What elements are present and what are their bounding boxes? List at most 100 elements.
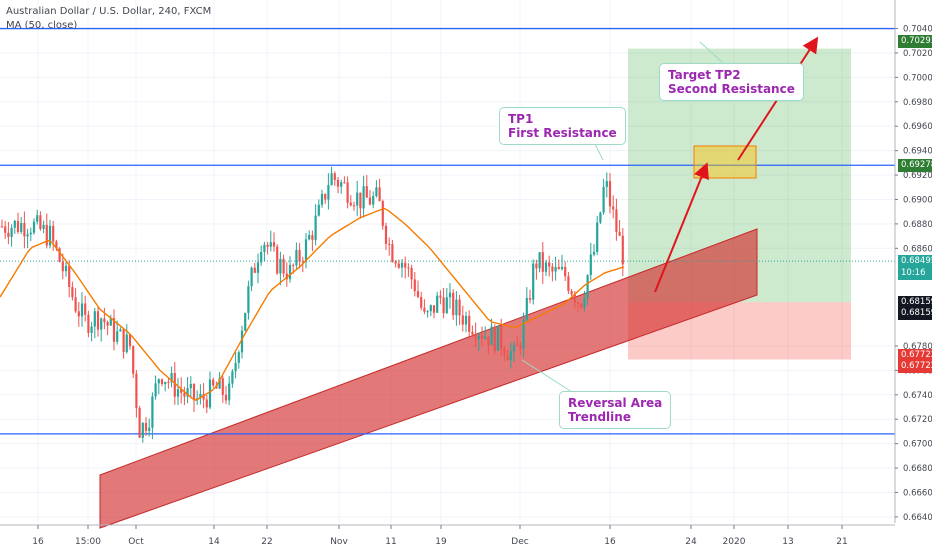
candle-body <box>304 239 308 262</box>
candle-body <box>340 182 343 187</box>
candle-body <box>234 362 237 372</box>
candle-body <box>218 378 221 389</box>
candle-body <box>189 384 192 389</box>
candle-body <box>208 379 212 408</box>
candle-body <box>320 193 324 205</box>
candle-body <box>349 202 352 206</box>
time-tick-label: 14 <box>208 537 220 547</box>
candle-body <box>212 379 215 386</box>
time-tick-label: 13 <box>782 537 793 547</box>
candle-body <box>384 225 388 244</box>
time-tick-label: 15:00 <box>75 537 101 547</box>
candle-body <box>602 186 605 213</box>
target-box[interactable] <box>693 145 757 179</box>
indicator-label[interactable]: MA (50, close) <box>6 20 78 31</box>
annotation-tp2[interactable]: Target TP2 Second Resistance <box>659 63 804 101</box>
candle-body <box>256 262 260 273</box>
candle-body <box>192 384 196 401</box>
candle-body <box>455 299 458 316</box>
candle-body <box>52 225 55 242</box>
candle-body <box>368 197 372 205</box>
candle-body <box>506 355 509 361</box>
candle-body <box>279 258 282 274</box>
candle-body <box>589 254 592 276</box>
candle-body <box>176 389 180 397</box>
candle-body <box>503 348 506 356</box>
candle-body <box>362 186 365 209</box>
arrow-up-1[interactable] <box>654 162 709 293</box>
candle-body <box>164 382 167 385</box>
candle-body <box>548 262 551 267</box>
candle-body <box>240 330 244 353</box>
candle-body <box>359 192 362 209</box>
annotation-tp1-line1: TP1 <box>508 112 534 126</box>
drawings[interactable] <box>521 36 819 393</box>
candle-body <box>45 224 48 246</box>
candle-body <box>490 326 493 345</box>
candle-body <box>144 422 148 431</box>
candle-body <box>592 251 596 255</box>
ma-line <box>0 207 625 402</box>
candle-body <box>68 265 71 288</box>
candle-body <box>311 235 314 240</box>
candle-body <box>445 297 448 314</box>
trendline-channel[interactable] <box>99 228 758 529</box>
candle-body <box>29 232 32 235</box>
candle-body <box>154 383 157 397</box>
time-tick-label: 2020 <box>723 537 746 547</box>
candle-body <box>519 345 522 349</box>
candle-body <box>541 252 544 272</box>
candle-body <box>352 205 356 207</box>
annotation-tp1[interactable]: TP1 First Resistance <box>499 107 626 145</box>
candle-body <box>586 275 589 299</box>
candle-body <box>84 303 87 315</box>
candle-body <box>420 296 423 308</box>
time-tick-label: 11 <box>385 537 396 547</box>
time-tick-label: 19 <box>435 537 447 547</box>
candle-body <box>167 382 170 384</box>
candle-body <box>615 209 618 232</box>
candle-body <box>282 258 285 274</box>
candle-body <box>122 329 125 352</box>
candle-body <box>141 422 144 438</box>
annotation-reversal[interactable]: Reversal Area Trendline <box>559 391 672 429</box>
candle-body <box>253 267 256 273</box>
candle-body <box>458 299 461 316</box>
annotation-reversal-line1: Reversal Area <box>568 396 663 410</box>
candle-body <box>484 336 487 339</box>
candle-body <box>16 220 20 232</box>
candle-body <box>250 267 253 287</box>
candle-body <box>576 302 580 304</box>
candle-body <box>90 326 93 333</box>
time-tick-label: 16 <box>604 537 616 547</box>
candle-body <box>330 173 333 186</box>
candle-body <box>314 215 317 240</box>
candle-body <box>612 206 615 210</box>
candle-body <box>471 331 474 335</box>
candle-body <box>148 427 151 431</box>
candle-body <box>160 379 164 385</box>
candle-body <box>55 241 58 249</box>
candle-body <box>442 297 445 314</box>
candle-body <box>599 212 602 223</box>
candle-body <box>132 346 135 374</box>
price-tag: 0.68159 <box>898 306 932 320</box>
symbol-title: Australian Dollar / U.S. Dollar, 240, FX… <box>6 6 212 17</box>
candle-body <box>39 215 42 229</box>
candle-body <box>7 232 10 237</box>
candle-body <box>423 307 426 312</box>
candle-body <box>272 242 276 247</box>
candle-body <box>477 335 480 340</box>
price-tag: 0.68159 <box>898 295 932 309</box>
candle-body <box>528 297 532 300</box>
candle-body <box>285 273 288 280</box>
